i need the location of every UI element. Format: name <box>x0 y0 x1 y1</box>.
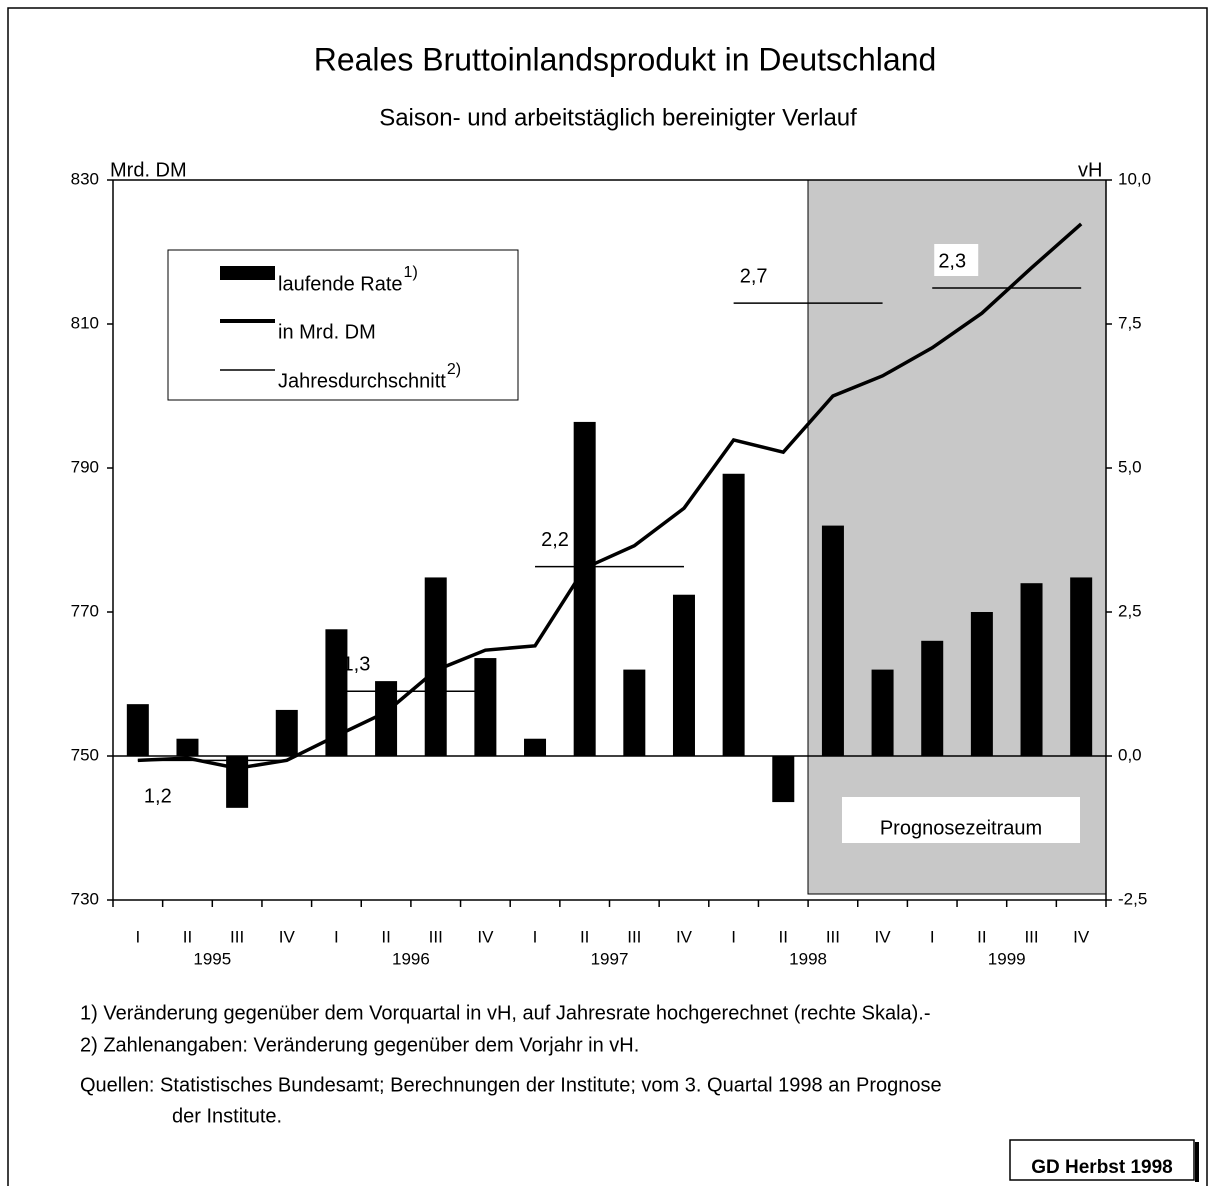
y2-tick-label: 7,5 <box>1118 313 1142 332</box>
x-tick-label: III <box>826 927 840 946</box>
x-tick-label: IV <box>477 927 494 946</box>
year-label: 1995 <box>193 949 231 968</box>
y-tick-label: 770 <box>71 601 99 620</box>
line <box>137 222 1083 771</box>
bar <box>1020 583 1043 756</box>
chart-subtitle: Saison- und arbeitstäglich bereinigter V… <box>379 104 857 131</box>
bar <box>623 669 646 756</box>
bar <box>772 756 795 803</box>
x-tick-label: II <box>779 927 788 946</box>
annual-label-box <box>735 259 780 292</box>
bar <box>970 612 993 756</box>
legend-note: 2) <box>447 361 461 378</box>
legend-label: in Mrd. DM <box>278 321 376 343</box>
y2-tick-label: 10,0 <box>1118 169 1151 188</box>
legend-label: laufende Rate <box>278 273 403 295</box>
forecast-region <box>807 179 1107 895</box>
legend-swatch <box>220 266 275 280</box>
badge-box <box>1009 1139 1195 1181</box>
annual-label-box <box>934 244 979 276</box>
x-tick-label: III <box>230 927 244 946</box>
x-tick-label: I <box>930 927 935 946</box>
x-tick-label: III <box>1024 927 1038 946</box>
y2-tick-label: 0,0 <box>1118 745 1142 764</box>
y2-axis-label: vH <box>1078 159 1102 181</box>
y-tick-label: 790 <box>71 457 99 476</box>
x-tick-label: I <box>334 927 339 946</box>
bar <box>176 738 199 756</box>
footnote: 1) Veränderung gegenüber dem Vorquartal … <box>80 1002 931 1024</box>
x-tick-label: I <box>731 927 736 946</box>
y-tick-label: 830 <box>71 169 99 188</box>
badge: GD Herbst 1998 <box>1031 1157 1173 1178</box>
bar <box>672 594 695 756</box>
annual-label: 2,2 <box>541 529 569 551</box>
forecast-label-box <box>842 797 1080 843</box>
y2-tick-label: -2,5 <box>1118 889 1147 908</box>
x-tick-label: II <box>580 927 589 946</box>
annual-label: 2,3 <box>938 250 966 272</box>
x-tick-label: IV <box>1073 927 1090 946</box>
annual-label: 1,2 <box>144 786 172 808</box>
x-tick-label: IV <box>676 927 693 946</box>
bar <box>275 709 298 756</box>
bar <box>226 756 249 808</box>
annual-label: 2,7 <box>740 265 768 287</box>
bar <box>524 738 547 756</box>
legend-label: Jahresdurchschnitt <box>278 370 446 392</box>
year-label: 1998 <box>789 949 827 968</box>
x-tick-label: IV <box>875 927 892 946</box>
y-tick-label: 750 <box>71 745 99 764</box>
x-tick-label: II <box>183 927 192 946</box>
chart-title: Reales Bruttoinlandsprodukt in Deutschla… <box>314 41 937 77</box>
bar <box>1070 577 1093 756</box>
x-tick-label: III <box>429 927 443 946</box>
bar <box>821 525 844 756</box>
bar <box>921 640 944 756</box>
legend-note: 1) <box>404 264 418 281</box>
y2-tick-label: 5,0 <box>1118 457 1142 476</box>
x-tick-label: III <box>627 927 641 946</box>
source: Quellen: Statistisches Bundesamt; Berech… <box>80 1074 942 1096</box>
annual-label: 1,3 <box>343 653 371 675</box>
bar <box>375 681 398 756</box>
year-label: 1999 <box>988 949 1026 968</box>
year-label: 1996 <box>392 949 430 968</box>
bar <box>424 577 447 756</box>
y-tick-label: 810 <box>71 313 99 332</box>
source: der Institute. <box>172 1105 282 1127</box>
x-tick-label: II <box>977 927 986 946</box>
x-tick-label: I <box>533 927 538 946</box>
x-tick-label: II <box>381 927 390 946</box>
frame <box>7 7 1208 1186</box>
x-tick-label: IV <box>279 927 296 946</box>
bar <box>722 473 745 756</box>
footnote: 2) Zahlenangaben: Veränderung gegenüber … <box>80 1034 639 1056</box>
y2-tick-label: 2,5 <box>1118 601 1142 620</box>
bar <box>871 669 894 756</box>
y-tick-label: 730 <box>71 889 99 908</box>
bar <box>325 629 348 756</box>
forecast-label: Prognosezeitraum <box>880 817 1042 839</box>
x-tick-label: I <box>135 927 140 946</box>
bar <box>126 704 149 756</box>
year-label: 1997 <box>591 949 629 968</box>
bar <box>474 658 497 756</box>
y-axis-label: Mrd. DM <box>110 159 187 181</box>
bar <box>573 421 596 756</box>
